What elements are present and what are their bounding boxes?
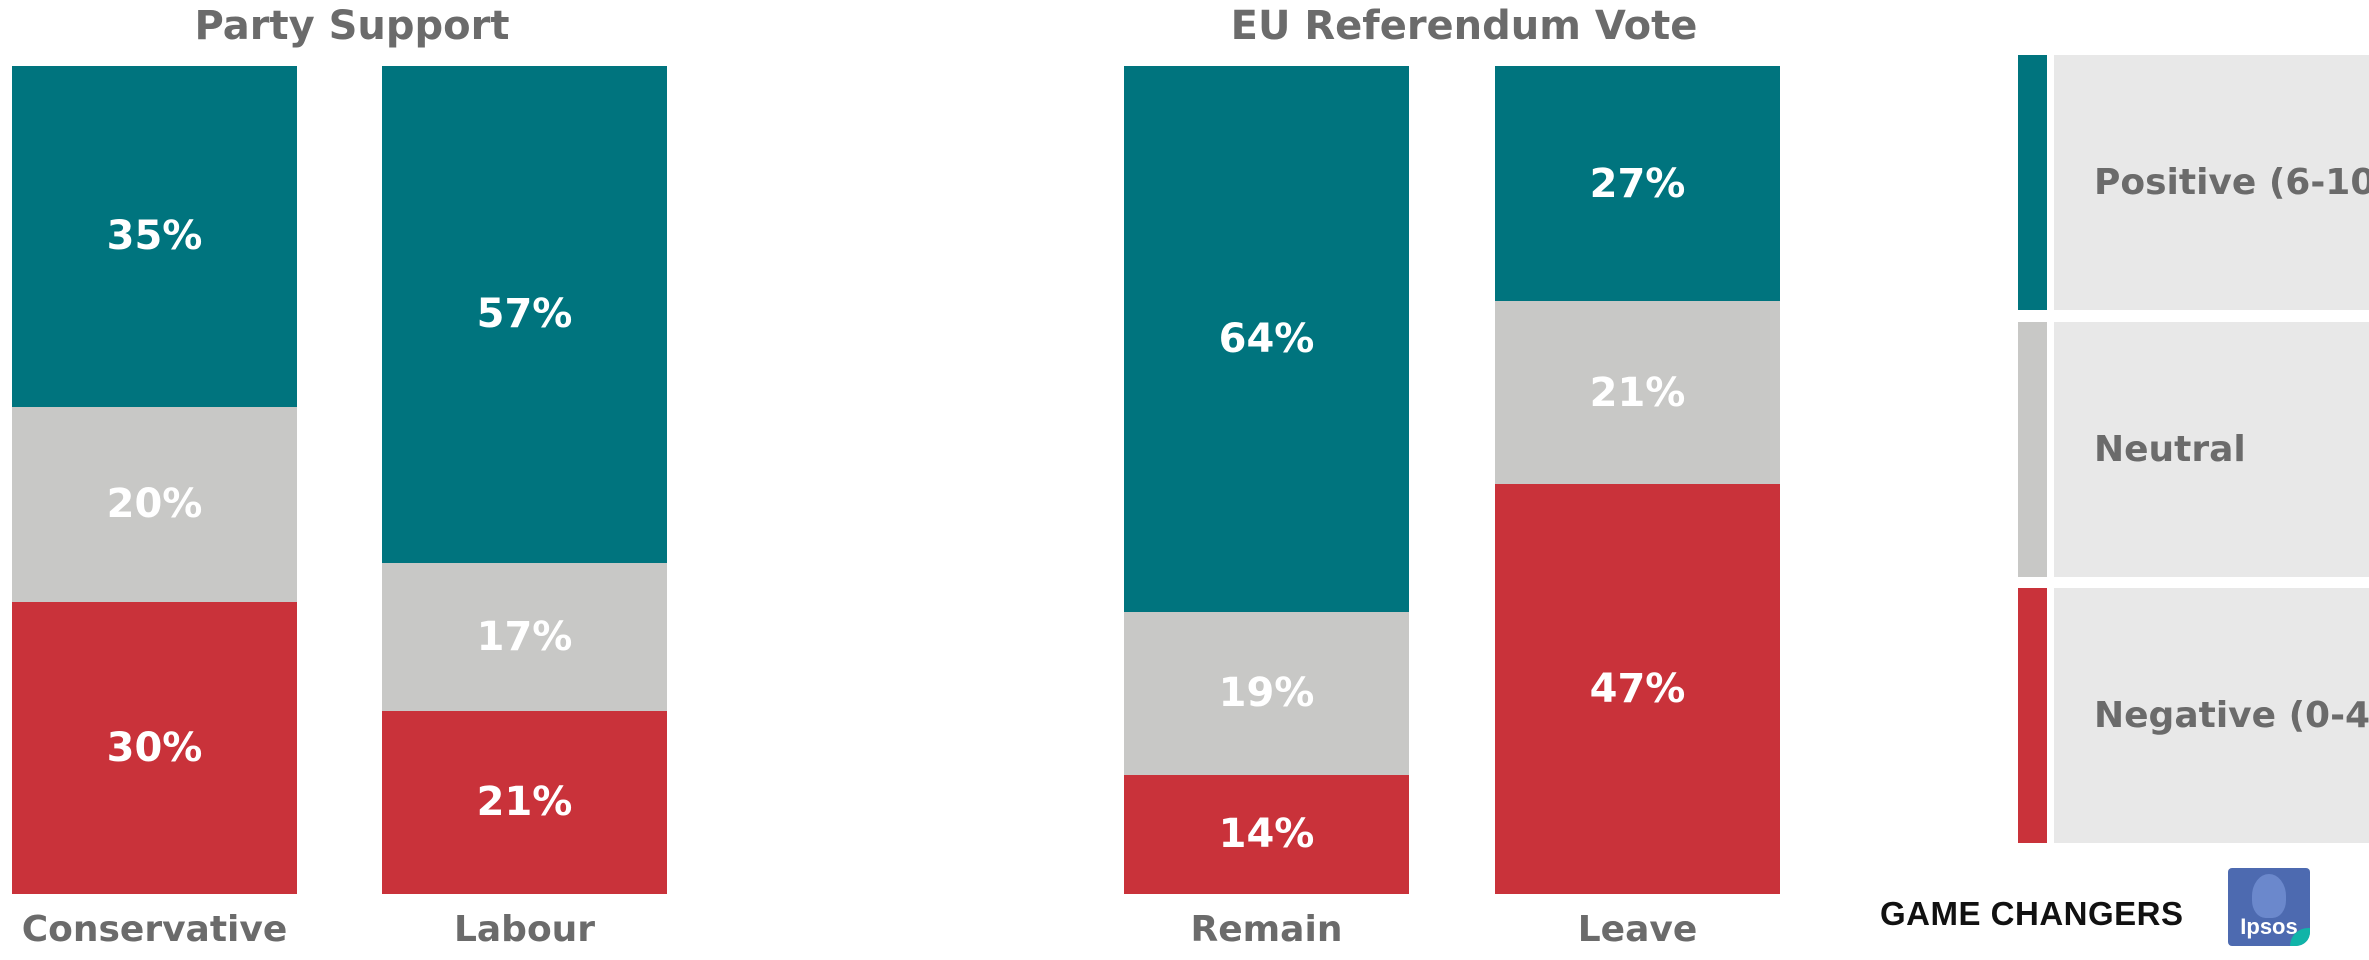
bar-segment-negative-labour: 21%: [382, 710, 667, 894]
bar-segment-positive-labour: 57%: [382, 66, 667, 563]
data-label: 64%: [1218, 316, 1315, 363]
data-label: 20%: [106, 481, 203, 528]
bar-segment-positive-remain: 64%: [1124, 66, 1409, 613]
data-label: 19%: [1218, 670, 1315, 717]
stacked-bar-labour: 21% 17% 57%: [382, 66, 667, 894]
chart-title-party-support: Party Support: [194, 3, 510, 49]
data-label: 30%: [106, 724, 203, 771]
chart-title-eu-referendum: EU Referendum Vote: [1230, 3, 1698, 49]
ipsos-logo: Ipsos: [2228, 868, 2310, 946]
bar-segment-negative-leave: 47%: [1495, 484, 1780, 894]
bar-segment-neutral-leave: 21%: [1495, 301, 1780, 485]
stacked-bar-leave: 47% 21% 27%: [1495, 66, 1780, 894]
bar-segment-positive-leave: 27%: [1495, 66, 1780, 302]
legend-item-neutral: Neutral: [2018, 322, 2369, 577]
data-label: 57%: [476, 291, 573, 338]
data-label: 35%: [106, 213, 203, 260]
logo-accent-icon: [2290, 928, 2310, 946]
legend-label-positive: Positive (6-10): [2054, 55, 2369, 310]
legend-swatch-positive: [2018, 55, 2047, 310]
legend-swatch-negative: [2018, 588, 2047, 843]
data-label: 27%: [1589, 160, 1686, 207]
logo-text: Ipsos: [2240, 914, 2298, 939]
data-label: 21%: [476, 779, 573, 826]
category-label-conservative: Conservative: [21, 909, 288, 950]
category-label-leave: Leave: [1577, 909, 1698, 950]
legend-item-positive: Positive (6-10): [2018, 55, 2369, 310]
legend-label-neutral: Neutral: [2054, 322, 2369, 577]
category-label-remain: Remain: [1190, 909, 1343, 950]
data-label: 21%: [1589, 369, 1686, 416]
bar-segment-neutral-labour: 17%: [382, 562, 667, 711]
logo-figure-icon: [2252, 874, 2286, 918]
legend-swatch-neutral: [2018, 322, 2047, 577]
data-label: 47%: [1589, 666, 1686, 713]
data-label: 14%: [1218, 811, 1315, 858]
bar-segment-positive-conservative: 35%: [12, 66, 297, 407]
bar-segment-neutral-remain: 19%: [1124, 612, 1409, 775]
bar-segment-negative-conservative: 30%: [12, 601, 297, 894]
bar-segment-neutral-conservative: 20%: [12, 406, 297, 602]
data-label: 17%: [476, 613, 573, 660]
bar-segment-negative-remain: 14%: [1124, 774, 1409, 894]
legend-label-negative: Negative (0-4): [2054, 588, 2369, 843]
brand-tagline: GAME CHANGERS: [1880, 895, 2184, 932]
category-label-labour: Labour: [453, 909, 596, 950]
stacked-bar-remain: 14% 19% 64%: [1124, 66, 1409, 894]
stacked-bar-conservative: 30% 20% 35%: [12, 66, 297, 894]
legend-item-negative: Negative (0-4): [2018, 588, 2369, 843]
